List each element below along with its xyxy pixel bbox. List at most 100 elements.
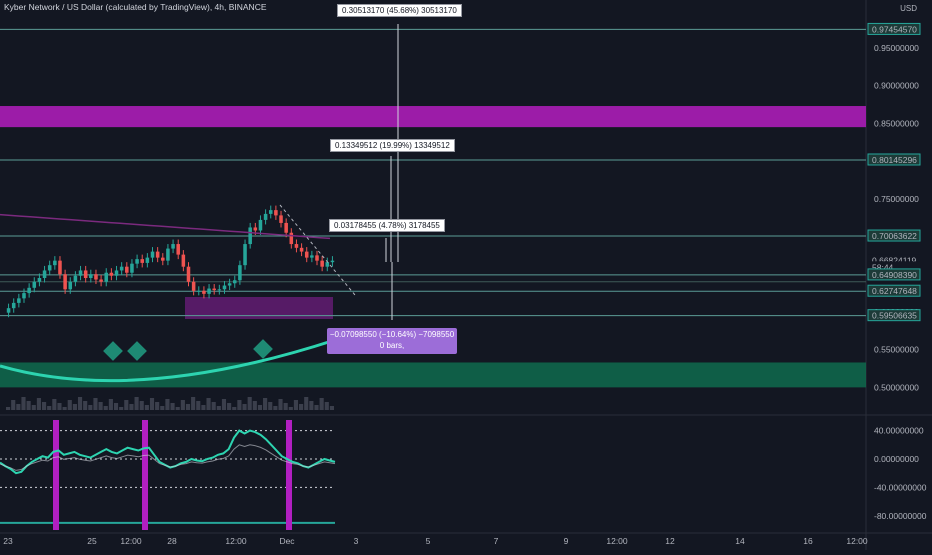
volume-bar xyxy=(329,406,334,410)
volume-bar xyxy=(11,400,16,410)
volume-bar xyxy=(185,404,191,410)
volume-bar xyxy=(6,407,11,410)
candle xyxy=(222,285,227,290)
candle xyxy=(248,227,252,245)
volume-bar xyxy=(242,404,247,410)
candle xyxy=(232,280,237,284)
candle xyxy=(58,260,62,275)
volume-bar xyxy=(57,403,62,410)
volume-bar xyxy=(180,400,185,410)
candle xyxy=(258,219,263,231)
volume-bar xyxy=(299,404,304,410)
candle xyxy=(83,270,88,278)
volume-bar xyxy=(16,404,21,410)
volume-bar xyxy=(309,401,314,410)
volume-bar xyxy=(252,401,257,410)
volume-bar xyxy=(88,405,93,410)
volume-bar xyxy=(83,401,88,410)
candle xyxy=(89,274,93,278)
volume-bar xyxy=(119,407,124,410)
time-label: 23 xyxy=(3,536,13,546)
candle xyxy=(6,308,11,313)
volume-bar xyxy=(288,407,293,410)
time-label: 16 xyxy=(803,536,813,546)
moving-average xyxy=(0,213,331,240)
candle xyxy=(268,210,273,214)
currency-label: USD xyxy=(900,4,917,13)
time-label: 7 xyxy=(494,536,499,546)
price-tag-box xyxy=(867,309,921,322)
candle xyxy=(176,244,180,255)
support-zone xyxy=(0,362,866,388)
volume-bar xyxy=(72,404,77,410)
price-tick: 0.90000000 xyxy=(874,81,919,91)
osc-signal-band xyxy=(286,420,292,530)
candle xyxy=(191,281,196,291)
candle xyxy=(47,265,52,271)
time-label: 14 xyxy=(735,536,745,546)
volume-bar xyxy=(62,407,67,410)
volume-bar xyxy=(41,402,47,410)
candle xyxy=(68,281,73,290)
volume-bar xyxy=(67,400,72,410)
price-tag-box xyxy=(867,22,921,35)
price-tag: 0.66824119 xyxy=(872,255,917,265)
volume-bar xyxy=(319,398,324,410)
candle xyxy=(243,244,247,266)
volume-bar xyxy=(232,407,237,410)
volume-bar xyxy=(113,403,119,410)
candle xyxy=(310,255,314,258)
volume-bar xyxy=(160,406,165,410)
osc-signal-band xyxy=(53,420,59,530)
osc-signal-line xyxy=(0,444,336,471)
candle xyxy=(299,247,304,252)
candle xyxy=(63,274,67,290)
volume-bar xyxy=(155,402,160,410)
measure-label-top: 0.30513170 (45.68%) 30513170 xyxy=(337,4,462,17)
volume-bar xyxy=(293,400,299,410)
measure-down-value: −0.07098550 (−10.64%) −7098550 xyxy=(329,330,455,339)
candle xyxy=(289,232,294,245)
signal-diamond xyxy=(103,341,123,361)
candle xyxy=(130,263,134,273)
candle xyxy=(125,266,129,273)
price-tag: 0.62747648 xyxy=(872,286,917,296)
price-tick: 0.55000000 xyxy=(874,345,919,355)
candle xyxy=(42,270,47,278)
candle xyxy=(119,266,124,271)
time-label: Dec xyxy=(279,536,295,546)
candle xyxy=(166,248,170,261)
volume-bar xyxy=(47,406,52,410)
volume-bar xyxy=(129,404,134,410)
volume-bar xyxy=(283,403,288,410)
volume-bar xyxy=(221,399,227,410)
volume-bar xyxy=(77,397,83,410)
candle xyxy=(263,213,268,220)
volume-bar xyxy=(211,402,216,410)
volume-bar xyxy=(191,397,196,410)
price-tag: 0.97454570 xyxy=(872,24,917,34)
time-label: 5 xyxy=(426,536,431,546)
volume-bar xyxy=(206,398,211,410)
candle xyxy=(109,272,114,276)
candle xyxy=(99,279,103,282)
candle xyxy=(155,251,160,258)
measure-label-low: 0.03178455 (4.78%) 3178455 xyxy=(329,219,445,232)
price-tick: 0.85000000 xyxy=(874,118,919,128)
volume-bar xyxy=(324,402,329,410)
price-tag-box xyxy=(867,268,921,281)
signal-diamond xyxy=(253,339,273,359)
volume-bar xyxy=(108,399,113,410)
volume-bar xyxy=(175,407,180,410)
volume-bar xyxy=(257,405,263,410)
candle xyxy=(227,283,232,286)
candle xyxy=(37,278,42,282)
candle xyxy=(104,272,109,282)
volume-bar xyxy=(93,398,98,410)
candle xyxy=(150,251,155,258)
candle xyxy=(217,289,222,291)
osc-tick: -40.00000000 xyxy=(874,482,927,492)
candle xyxy=(27,287,31,294)
